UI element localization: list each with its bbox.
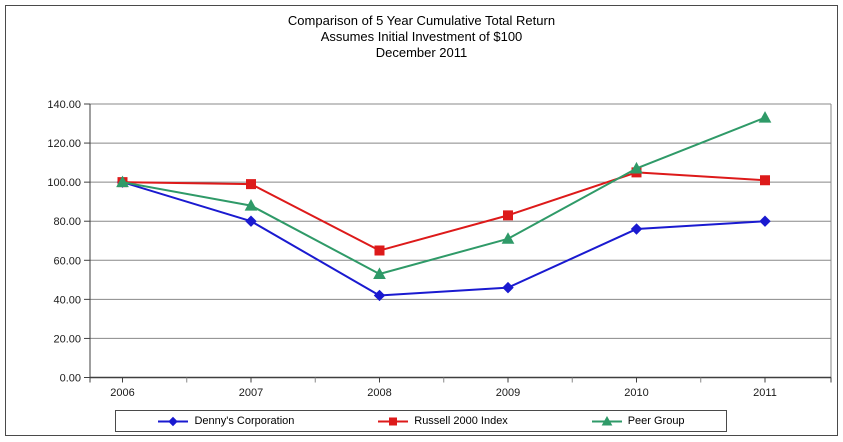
chart-subtitle-investment: Assumes Initial Investment of $100	[320, 29, 523, 44]
legend-item-dennys-corporation: Denny's Corporation	[157, 415, 294, 427]
data-point-2-2010	[630, 161, 643, 174]
data-point-0-2011	[759, 215, 771, 227]
y-tick-label: 140.00	[47, 99, 81, 111]
data-point-2-2009	[501, 232, 515, 244]
data-point-2-2006	[116, 175, 129, 188]
data-point-1-2007	[246, 179, 256, 190]
chart-title-block: Comparison of 5 Year Cumulative Total Re…	[0, 13, 843, 61]
data-point-0-2008	[373, 289, 386, 302]
y-tick-label: 120.00	[47, 138, 81, 150]
data-point-0-2007	[245, 215, 257, 227]
y-tick-label: 0.00	[60, 373, 81, 385]
data-point-0-2010	[630, 223, 643, 235]
chart-title: Comparison of 5 Year Cumulative Total Re…	[287, 13, 556, 28]
legend-marker-shape	[168, 416, 179, 426]
series-line-2	[122, 116, 766, 275]
legend-diamond-marker-icon	[158, 416, 189, 426]
legend-square-marker-icon	[378, 417, 409, 425]
data-point-2-2007	[244, 199, 258, 211]
legend-label: Peer Group	[627, 415, 685, 427]
x-tick-label: 2006	[110, 387, 134, 399]
legend-triangle-marker-icon	[591, 415, 622, 425]
y-tick-label: 80.00	[53, 216, 81, 228]
legend: Denny's Corporation Russell 2000 Index P…	[115, 410, 727, 432]
data-point-1-2009	[503, 210, 513, 221]
x-tick-label: 2011	[753, 387, 777, 399]
legend-item-peer-group: Peer Group	[591, 415, 685, 427]
data-point-2-2008	[373, 267, 386, 279]
data-point-1-2008	[374, 245, 385, 256]
y-tick-label: 20.00	[53, 333, 81, 345]
data-point-1-2011	[760, 175, 770, 186]
x-tick-label: 2008	[367, 387, 391, 399]
y-tick-label: 40.00	[53, 294, 81, 306]
y-tick-label: 100.00	[47, 177, 81, 189]
legend-label: Denny's Corporation	[194, 415, 295, 427]
legend-item-russell-2000-index: Russell 2000 Index	[377, 415, 508, 427]
x-tick-label: 2010	[624, 387, 648, 399]
series-line-0	[122, 181, 766, 297]
legend-label: Russell 2000 Index	[414, 415, 508, 427]
legend-marker-shape	[389, 417, 398, 425]
legend-marker-shape	[601, 415, 613, 425]
x-tick-label: 2009	[496, 387, 520, 399]
series-line-1	[122, 171, 766, 252]
chart-subtitle-date: December 2011	[375, 45, 468, 60]
data-point-0-2009	[502, 281, 514, 294]
y-tick-label: 60.00	[53, 255, 81, 267]
x-tick-label: 2007	[239, 387, 263, 399]
data-point-2-2011	[758, 111, 772, 123]
